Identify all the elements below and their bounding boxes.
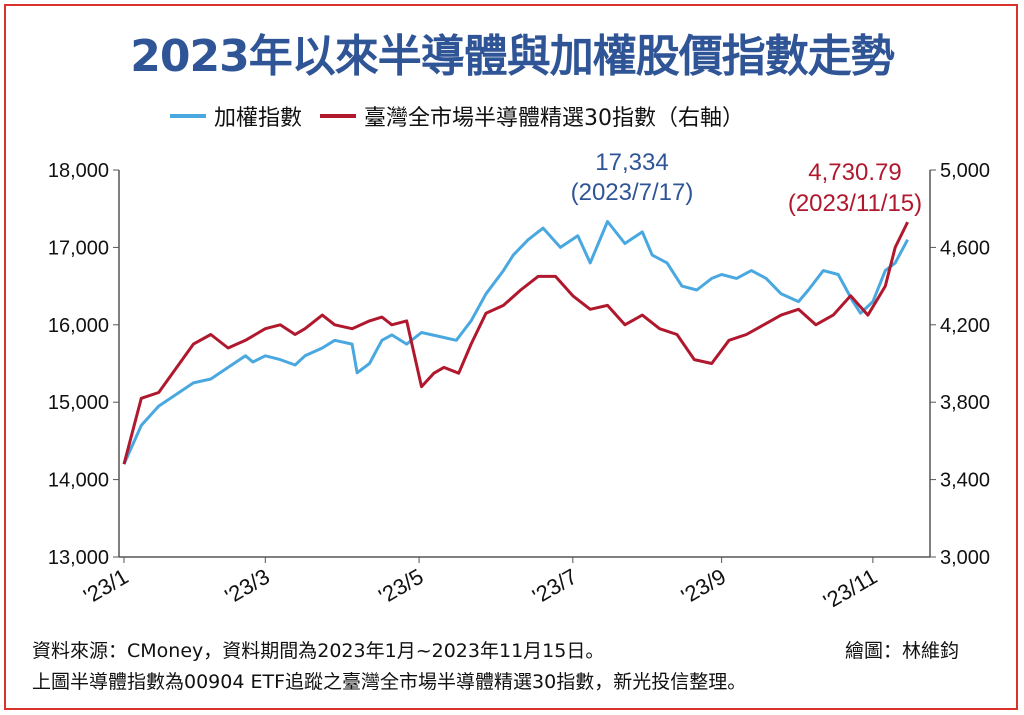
annotation-peak-value: 17,334	[595, 149, 668, 176]
y-tick-label-left: 17,000	[48, 237, 109, 259]
legend: 加權指數 臺灣全市場半導體精選30指數（右軸）	[170, 100, 762, 132]
y-tick-label-left: 13,000	[48, 547, 109, 569]
x-tick-label: '23/5	[374, 564, 427, 609]
credit-text: 繪圖：林維鈞	[845, 640, 960, 662]
note-text: 上圖半導體指數為00904 ETF追蹤之臺灣全市場半導體精選30指數，新光投信整…	[32, 671, 747, 693]
series-line-taiex	[122, 220, 909, 465]
y-tick-label-right: 4,600	[940, 237, 990, 259]
y-tick-label-left: 15,000	[48, 392, 109, 414]
source-text: 資料來源：CMoney，資料期間為2023年1月~2023年11月15日。	[32, 640, 605, 662]
y-tick-label-right: 5,000	[940, 160, 990, 182]
y-tick-label-right: 3,800	[940, 392, 990, 414]
x-tick-label: '23/3	[221, 564, 274, 609]
y-tick-label-right: 4,200	[940, 315, 990, 337]
chart-frame	[4, 4, 1018, 710]
legend-label-semi: 臺灣全市場半導體精選30指數（右軸）	[364, 106, 745, 131]
y-tick-label-left: 14,000	[48, 470, 109, 492]
annotation-last-date: (2023/11/15)	[788, 190, 922, 217]
legend-swatch-taiex	[170, 114, 206, 118]
y-tick-label-right: 3,400	[940, 470, 990, 492]
x-tick-label: '23/7	[528, 564, 581, 609]
legend-item-semi: 臺灣全市場半導體精選30指數（右軸）	[320, 100, 744, 132]
annotation-last-value: 4,730.79	[808, 159, 901, 186]
x-tick-label: '23/9	[677, 564, 730, 609]
x-tick-label: '23/1	[79, 564, 132, 609]
series-line-semi	[122, 221, 909, 465]
chart-title: 2023年以來半導體與加權股價指數走勢	[130, 31, 894, 82]
legend-item-taiex: 加權指數	[170, 100, 302, 132]
y-tick-label-left: 18,000	[48, 160, 109, 182]
x-tick-label: '23/11	[819, 564, 881, 614]
y-tick-label-right: 3,000	[940, 547, 990, 569]
legend-swatch-semi	[320, 114, 357, 118]
legend-label-taiex: 加權指數	[214, 106, 303, 131]
y-tick-label-left: 16,000	[48, 315, 109, 337]
annotation-peak-date: (2023/7/17)	[571, 179, 694, 206]
